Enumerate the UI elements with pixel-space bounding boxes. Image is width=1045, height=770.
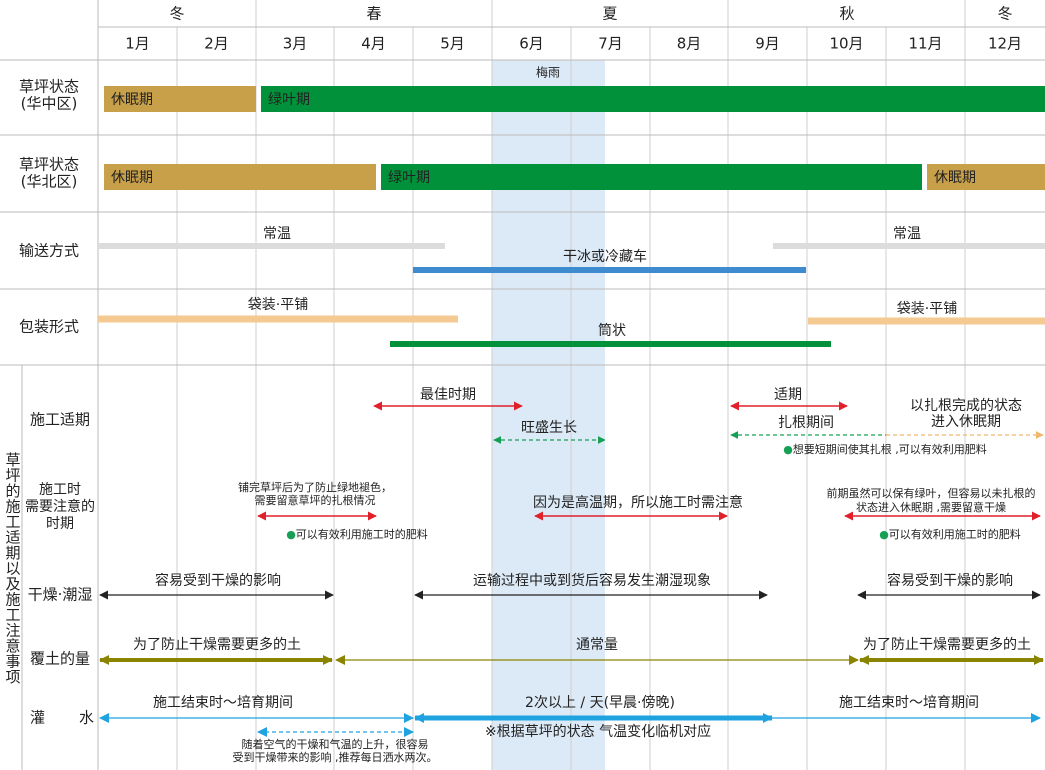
label: 时期 <box>46 516 74 532</box>
status-label: 休眠期 <box>111 170 153 186</box>
label: 施工时 <box>39 482 81 498</box>
bullet: ● <box>879 528 889 541</box>
status-label: 绿叶期 <box>268 92 310 108</box>
label: 前期虽然可以保有绿叶，但容易以未扎根的 <box>827 486 1036 500</box>
label: 常温 <box>893 226 921 242</box>
label: ※根据草坪的状态 气温变化临机对应 <box>485 723 711 740</box>
label: 状态进入休眠期 ,需要留意干燥 <box>856 500 1006 514</box>
label: ●可以有效利用施工时的肥料 <box>286 527 428 541</box>
status-bar <box>381 164 922 190</box>
label: 容易受到干燥的影响 <box>887 572 1013 589</box>
season-label: 冬 <box>997 5 1012 23</box>
label: 草坪状态 <box>19 78 79 96</box>
label: 2次以上 / 天(早晨·傍晚) <box>525 694 675 711</box>
label: 为了防止干燥需要更多的土 <box>863 636 1031 653</box>
label: 铺完草坪后为了防止绿地褪色， <box>238 480 392 494</box>
month-label: 8月 <box>677 35 702 53</box>
label: 施工适期 <box>30 411 90 429</box>
status-label: 绿叶期 <box>388 170 430 186</box>
season-label: 冬 <box>169 5 184 23</box>
label: 施工结束时～培育期间 <box>153 695 293 711</box>
label: 包装形式 <box>19 318 79 336</box>
bullet: ● <box>783 443 793 456</box>
bullet: ● <box>286 528 296 541</box>
label: ●可以有效利用施工时的肥料 <box>879 527 1021 541</box>
status-label: 休眠期 <box>111 92 153 108</box>
month-label: 6月 <box>519 35 544 53</box>
label: ●想要短期间使其扎根 ,可以有效利用肥料 <box>783 442 987 456</box>
month-label: 4月 <box>361 35 386 53</box>
label: 干燥·潮湿 <box>28 586 93 604</box>
label: 受到干燥带来的影响 ,推荐每日洒水两次。 <box>233 750 438 764</box>
month-label: 9月 <box>755 35 780 53</box>
label: 筒状 <box>598 322 626 339</box>
label: (华北区) <box>21 173 78 191</box>
season-label: 春 <box>366 5 381 23</box>
month-label: 5月 <box>440 35 465 53</box>
note-text: 想要短期间使其扎根 ,可以有效利用肥料 <box>793 442 987 456</box>
label: 通常量 <box>576 637 618 653</box>
note-text: 可以有效利用施工时的肥料 <box>296 527 428 541</box>
status-bar <box>104 164 376 190</box>
month-label: 12月 <box>988 35 1022 53</box>
label: 覆土的量 <box>30 650 90 668</box>
status-label: 休眠期 <box>934 170 976 186</box>
month-label: 3月 <box>283 35 308 53</box>
label: 以扎根完成的状态 <box>910 398 1022 414</box>
label: 随着空气的干燥和气温的上升，很容易 <box>242 737 429 751</box>
note-text: 可以有效利用施工时的肥料 <box>889 527 1021 541</box>
label: 需要注意的 <box>25 498 95 515</box>
label: 干冰或冷藏车 <box>563 248 647 265</box>
rainy-label: 梅雨 <box>536 65 560 80</box>
label: 草坪状态 <box>19 156 79 174</box>
label: 袋装·平铺 <box>897 301 957 317</box>
label: 需要留意草坪的扎根情况 <box>255 493 376 507</box>
season-label: 夏 <box>602 5 617 23</box>
label: 容易受到干燥的影响 <box>155 572 281 589</box>
label: 为了防止干燥需要更多的土 <box>133 636 301 653</box>
month-label: 2月 <box>204 35 229 53</box>
season-label: 秋 <box>839 5 854 23</box>
label: 灌水 <box>30 709 94 727</box>
month-label: 10月 <box>829 35 863 53</box>
label: 旺盛生长 <box>521 420 577 436</box>
label: 进入休眠期 <box>931 414 1001 430</box>
month-label: 1月 <box>125 35 150 53</box>
label: 扎根期间 <box>778 415 834 431</box>
label: 袋装·平铺 <box>248 297 308 313</box>
label: 常温 <box>263 226 291 242</box>
month-label: 11月 <box>908 35 942 53</box>
label: 施工结束时～培育期间 <box>839 695 979 711</box>
status-bar <box>927 164 1045 190</box>
section-label: 草坪的施工适期以及施工注意事项 <box>4 452 22 685</box>
label: 运输过程中或到货后容易发生潮湿现象 <box>473 572 711 589</box>
label: (华中区) <box>21 95 78 113</box>
label: 适期 <box>774 387 802 403</box>
status-bar <box>104 86 256 112</box>
month-label: 7月 <box>598 35 623 53</box>
label: 输送方式 <box>19 242 79 260</box>
status-bar <box>261 86 1045 112</box>
label: 最佳时期 <box>420 387 476 403</box>
label: 因为是高温期，所以施工时需注意 <box>533 494 743 511</box>
